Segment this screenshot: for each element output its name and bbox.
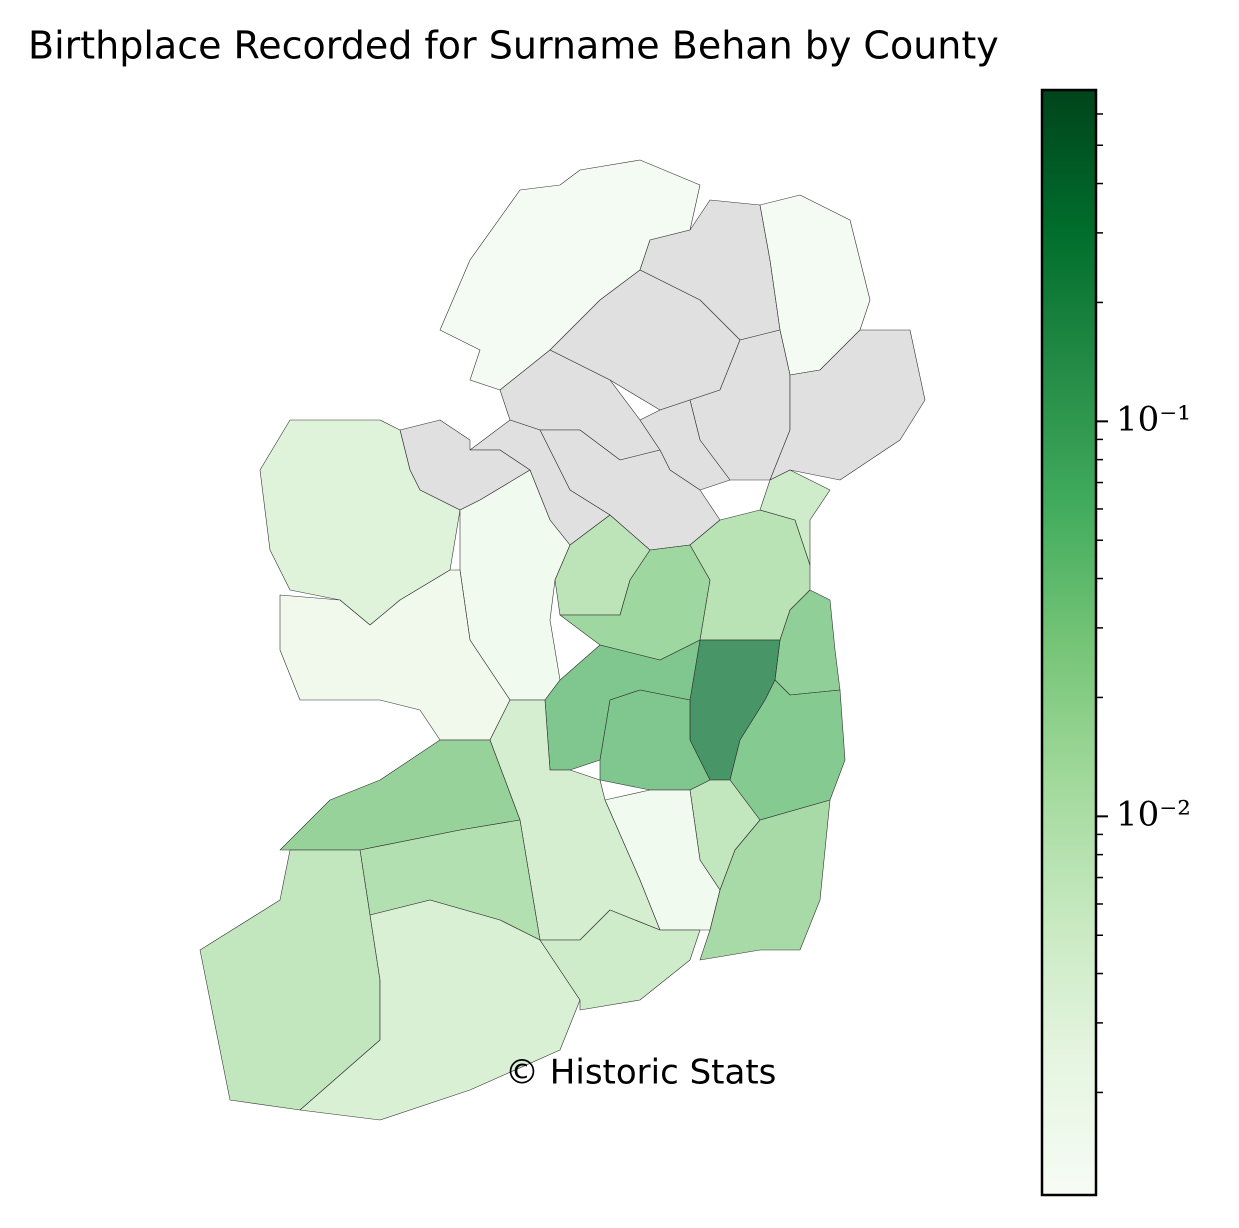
county [699,799,831,961]
county [299,899,581,1121]
county [539,909,701,1011]
county [759,469,831,566]
county [769,329,926,481]
colorbar: 10⁻¹ 10⁻² [1040,88,1191,1197]
colorbar-tick-label: 10⁻² [1116,794,1191,834]
chart-title: Birthplace Recorded for Surname Behan by… [28,24,999,68]
colorbar-tick-label: 10⁻¹ [1116,399,1191,439]
map [199,159,926,1121]
colorbar-fill [1040,88,1098,1197]
annotation: © Historic Stats [505,1053,776,1093]
